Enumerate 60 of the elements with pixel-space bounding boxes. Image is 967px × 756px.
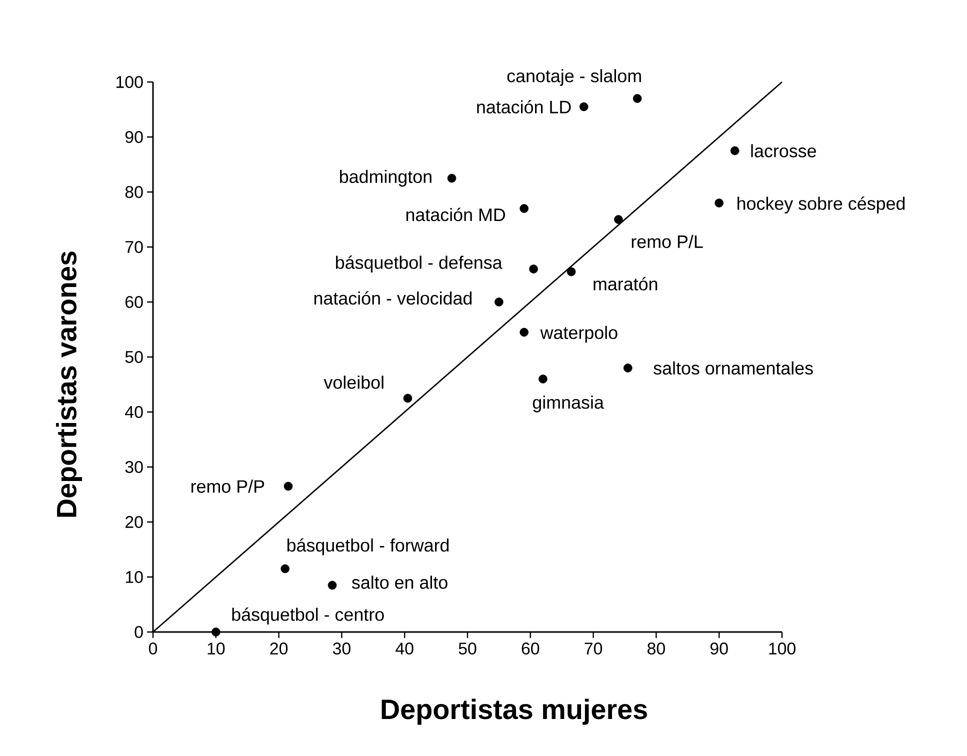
point (566, 267, 576, 276)
x-axis-title: Deportistas mujeres (382, 698, 647, 725)
point (403, 394, 412, 403)
point (520, 204, 529, 213)
point (447, 174, 456, 183)
annotation: natación - velocidad (314, 291, 472, 305)
y-tick-label: 10 (126, 571, 143, 583)
annotation: básquetbol - defensa (336, 256, 502, 272)
annotation: natación LD (477, 100, 571, 114)
point (520, 328, 529, 337)
y-tick-label: 0 (134, 626, 143, 638)
y-tick-label: 100 (116, 76, 143, 88)
x-tick-label: 20 (270, 642, 288, 655)
point (529, 264, 538, 274)
point (624, 364, 632, 372)
annotation: saltos ornamentales (654, 361, 813, 375)
x-tick-label: 100 (769, 642, 796, 655)
annotation: remo P/L (632, 234, 703, 248)
x-tick-label: 80 (648, 642, 665, 655)
x-tick-label: 90 (710, 642, 728, 655)
x-tick-label: 60 (522, 642, 540, 655)
point (212, 628, 220, 636)
y-tick-label: 70 (126, 240, 143, 253)
annotation: remo P/P (191, 480, 264, 493)
point (284, 482, 293, 491)
point (730, 146, 740, 156)
annotation: hockey sobre césped (738, 196, 905, 214)
y-tick-label: 60 (126, 296, 143, 308)
y-tick-label: 50 (125, 351, 143, 363)
point (714, 198, 724, 208)
y-tick-label: 90 (125, 130, 143, 143)
point (538, 374, 548, 384)
x-tick-label: 30 (332, 642, 350, 655)
annotation: salto en alto (352, 576, 448, 589)
x-tick-label: 50 (458, 642, 476, 655)
point (494, 298, 504, 306)
annotation: canotaje - slalom (507, 69, 641, 86)
x-tick-label: 0 (148, 642, 158, 655)
annotation: voleibol (324, 376, 384, 389)
y-tick-label: 80 (125, 186, 143, 198)
annotation: waterpolo (540, 326, 618, 343)
annotation: gimnasia (532, 396, 604, 412)
point (632, 94, 642, 103)
x-tick-label: 10 (208, 642, 225, 655)
point (280, 564, 290, 574)
annotation: badmington (340, 170, 432, 187)
x-tick-label: 40 (396, 642, 414, 655)
y-axis-title: Deportistas varones (56, 252, 82, 517)
y-tick-label: 30 (125, 461, 143, 473)
annotation: básquetbol - forward (287, 538, 449, 556)
annotation: básquetbol - centro (232, 608, 384, 624)
annotation: natación MD (406, 208, 506, 222)
y-tick-label: 40 (125, 406, 143, 418)
point (614, 215, 623, 224)
annotation: lacrosse (751, 144, 816, 158)
point (579, 102, 588, 112)
x-tick-label: 70 (584, 642, 602, 655)
point (328, 580, 337, 590)
annotation: maratón (594, 277, 658, 290)
y-tick-label: 20 (126, 516, 143, 528)
